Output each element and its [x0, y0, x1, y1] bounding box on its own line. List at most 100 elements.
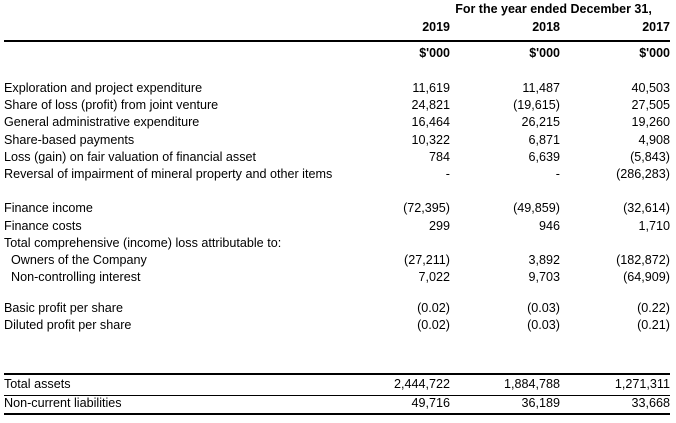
table-total-row: Total assets 2,444,722 1,884,788 1,271,311 [4, 375, 670, 394]
cell-2017: 1,710 [638, 218, 670, 233]
row-values: 16,464 26,215 19,260 [340, 114, 670, 131]
table-row: Share of loss (profit) from joint ventur… [4, 97, 670, 114]
total-row-values: 49,716 36,189 33,668 [340, 394, 670, 413]
row-label: Exploration and project expenditure [4, 81, 203, 95]
table-row: Basic profit per share (0.02) (0.03) (0.22) [4, 300, 670, 317]
cell-2017: 4,908 [638, 132, 670, 147]
column-header-units-2019: $'000 [419, 46, 450, 60]
row-values: 784 6,639 (5,843) [340, 149, 670, 166]
table-row: Loss (gain) on fair valuation of financi… [4, 149, 670, 166]
cell-2017: (5,843) [630, 149, 670, 164]
cell-2017: (64,909) [623, 270, 670, 285]
cell-2019: 16,464 [411, 115, 450, 130]
table-row: Diluted profit per share (0.02) (0.03) (0.2… [4, 317, 670, 334]
cell-2019: 299 [428, 218, 450, 233]
cell-2018: (0.03) [527, 318, 560, 333]
cell-2019: (72,395) [403, 201, 450, 216]
cell-2018: 11,487 [522, 81, 560, 95]
cell-2019: 11,619 [412, 81, 450, 95]
cell-2018: 6,639 [528, 149, 560, 164]
cell-2017: 19,260 [631, 115, 670, 130]
row-values: (27,211) 3,892 (182,872) [340, 252, 670, 269]
row-values: 11,619 11,487 40,503 [340, 80, 670, 97]
row-values: 24,821 (19,615) 27,505 [340, 97, 670, 114]
total-cell-2019: 2,444,722 [393, 377, 450, 391]
row-label: Finance costs [4, 218, 82, 233]
table-row: Reversal of impairment of mineral proper… [4, 166, 670, 200]
total-assets-rule-middle [4, 395, 670, 396]
cell-2018: (49,859) [513, 201, 560, 216]
cell-2017: (32,614) [623, 201, 670, 216]
cell-2018: 3,892 [528, 252, 560, 267]
total-assets-rule-bottom [4, 413, 670, 415]
table-row: Owners of the Company (27,211) 3,892 (182,8… [4, 252, 670, 269]
row-values: 299 946 1,710 [340, 218, 670, 235]
table-total-row: Non-current liabilities 49,716 36,189 33,66… [4, 394, 670, 413]
table-row: General administrative expenditure 16,464… [4, 114, 670, 131]
row-values: (72,395) (49,859) (32,614) [340, 200, 670, 217]
cell-2019: (0.02) [417, 318, 450, 333]
total-row-values: 2,444,722 1,884,788 1,271,311 [340, 375, 670, 394]
total-row-label: Non-current liabilities [4, 396, 122, 410]
table-row: Finance income (72,395) (49,859) (32,614) [4, 200, 670, 217]
column-header-year-2019: 2019 [422, 20, 450, 34]
row-values: - - (286,283) [340, 166, 670, 183]
column-header-year-2017: 2017 [642, 20, 670, 34]
header-units-row: $'000 $'000 $'000 [340, 45, 670, 62]
row-label: Loss (gain) on fair valuation of financi… [4, 149, 257, 164]
row-label: Reversal of impairment of mineral proper… [4, 166, 333, 181]
row-label: Diluted profit per share [4, 318, 132, 333]
row-values: 10,322 6,871 4,908 [340, 132, 670, 149]
row-label: Basic profit per share [4, 301, 123, 316]
cell-2017: (0.22) [637, 301, 670, 316]
header-year-row: 2019 2018 2017 [340, 19, 670, 36]
total-cell-2017: 1,271,311 [614, 377, 670, 391]
table-totals: Total assets 2,444,722 1,884,788 1,271,311 N… [4, 375, 670, 413]
total-cell-2017: 33,668 [631, 396, 670, 410]
cell-2019: 7,022 [418, 270, 450, 285]
row-label: Share-based payments [4, 132, 135, 147]
table-row: Total comprehensive (income) loss attrib… [4, 235, 670, 252]
row-label: Finance income [4, 201, 93, 216]
cell-2017: (0.21) [637, 318, 670, 333]
cell-2018: 9,703 [528, 270, 560, 285]
cell-2018: 6,871 [528, 132, 560, 147]
table-row: Share-based payments 10,322 6,871 4,908 [4, 132, 670, 149]
row-values: (0.02) (0.03) (0.22) [340, 300, 670, 317]
total-assets-rule-top [4, 373, 670, 375]
cell-2018: (0.03) [527, 301, 560, 316]
column-header-year-2018: 2018 [532, 20, 560, 34]
cell-2018: 946 [538, 218, 560, 233]
header-period-title: For the year ended December 31, [455, 2, 652, 16]
cell-2018: (19,615) [513, 98, 560, 113]
cell-2017: 27,505 [631, 98, 670, 113]
table-row [4, 286, 670, 300]
cell-2019: (0.02) [417, 301, 450, 316]
cell-2018: - [555, 166, 560, 181]
total-row-label: Total assets [4, 377, 71, 391]
row-label: General administrative expenditure [4, 115, 200, 130]
cell-2019: 784 [428, 149, 450, 164]
table-row: Exploration and project expenditure 11,61… [4, 80, 670, 97]
cell-2019: 24,821 [411, 98, 450, 113]
row-label: Total comprehensive (income) loss attrib… [4, 235, 282, 250]
column-header-units-2018: $'000 [529, 46, 560, 60]
cell-2018: 26,215 [521, 115, 560, 130]
cell-2017: 40,503 [631, 81, 670, 95]
row-label: Share of loss (profit) from joint ventur… [4, 98, 219, 113]
row-values: 7,022 9,703 (64,909) [340, 269, 670, 286]
header-rule [4, 40, 670, 42]
total-cell-2019: 49,716 [411, 396, 450, 410]
cell-2019: (27,211) [404, 252, 450, 267]
row-label: Owners of the Company [11, 252, 147, 267]
total-cell-2018: 1,884,788 [503, 377, 560, 391]
cell-2019: 10,322 [411, 132, 450, 147]
cell-2017: (286,283) [616, 166, 670, 181]
table-row: Non-controlling interest 7,022 9,703 (64,90… [4, 269, 670, 286]
row-values: (0.02) (0.03) (0.21) [340, 317, 670, 334]
table-row: Finance costs 299 946 1,710 [4, 218, 670, 235]
column-header-units-2017: $'000 [639, 46, 670, 60]
total-cell-2018: 36,189 [521, 396, 560, 410]
cell-2019: - [445, 166, 450, 181]
